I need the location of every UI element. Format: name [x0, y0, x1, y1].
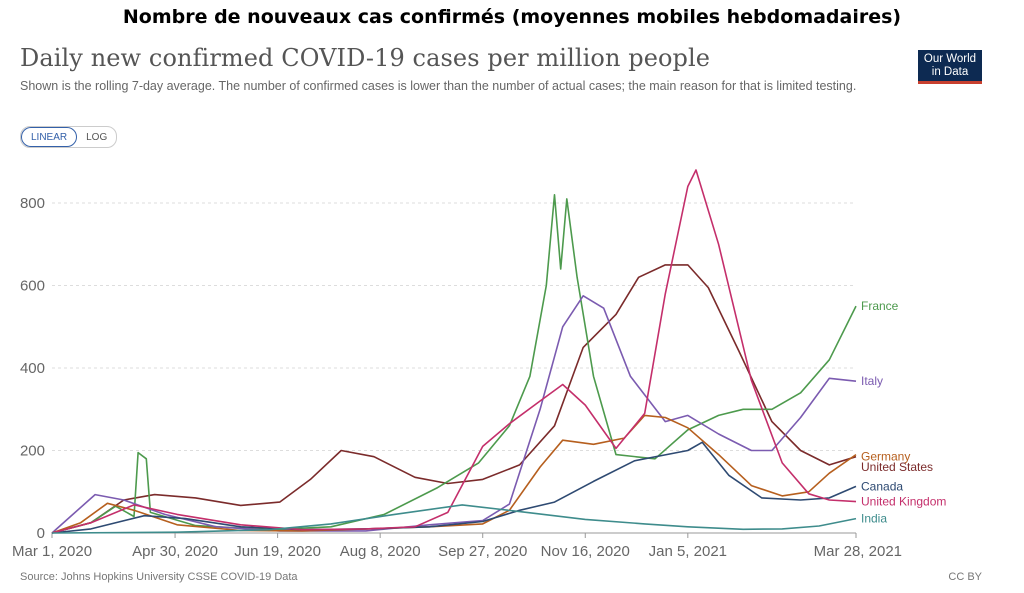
series-line-germany[interactable] — [51, 414, 857, 534]
logo-line-1: Our World — [923, 53, 977, 65]
source-note[interactable]: Source: Johns Hopkins University CSSE CO… — [20, 571, 298, 583]
linear-scale-button[interactable]: LINEAR — [21, 127, 78, 147]
series-label-italy[interactable]: Italy — [861, 374, 883, 388]
series-line-india[interactable] — [51, 504, 857, 534]
y-tick-label: 0 — [37, 525, 45, 542]
y-tick-label: 800 — [20, 195, 45, 212]
x-tick-label: Nov 16, 2020 — [541, 543, 630, 560]
y-tick-label: 200 — [20, 443, 45, 460]
x-tick-label: Jun 19, 2020 — [234, 543, 321, 560]
license-link[interactable]: CC BY — [948, 571, 982, 583]
series-line-canada[interactable] — [51, 441, 857, 534]
chart-subtitle: Shown is the rolling 7-day average. The … — [20, 79, 857, 93]
series-line-united-states[interactable] — [51, 264, 857, 534]
y-axis: 0 200 400 600 800 — [20, 195, 45, 542]
series-label-france[interactable]: France — [861, 299, 899, 313]
scale-toggle: LINEAR LOG — [20, 126, 118, 148]
logo-line-2: in Data — [931, 66, 969, 78]
series-labels: United States France Italy Germany Canada Uni… — [861, 299, 946, 525]
series-label-united-kingdom[interactable]: United Kingdom — [861, 495, 946, 509]
series-line-france[interactable] — [51, 194, 857, 534]
banner-title: Nombre de nouveaux cas confirmés (moyenn… — [122, 6, 902, 28]
series-label-united-states[interactable]: United States — [861, 460, 933, 474]
x-tick-label: Mar 1, 2020 — [12, 543, 92, 560]
series-lines — [51, 169, 857, 534]
x-tick-label: Mar 28, 2021 — [814, 543, 902, 560]
y-tick-label: 600 — [20, 278, 45, 295]
series-label-canada[interactable]: Canada — [861, 479, 903, 493]
grid — [52, 202, 856, 534]
x-axis: Mar 1, 2020 Apr 30, 2020 Jun 19, 2020 Aug 8… — [12, 533, 902, 560]
series-line-italy[interactable] — [51, 295, 857, 534]
x-tick-label: Jan 5, 2021 — [649, 543, 727, 560]
chart-title: Daily new confirmed COVID-19 cases per m… — [20, 44, 711, 72]
series-label-india[interactable]: India — [861, 512, 887, 526]
series-line-united-kingdom[interactable] — [51, 169, 857, 534]
owid-logo[interactable]: Our World in Data — [918, 50, 982, 84]
log-scale-button[interactable]: LOG — [86, 131, 108, 143]
y-tick-label: 400 — [20, 360, 45, 377]
x-tick-label: Sep 27, 2020 — [438, 543, 527, 560]
x-tick-label: Aug 8, 2020 — [340, 543, 421, 560]
x-tick-label: Apr 30, 2020 — [132, 543, 218, 560]
series-label-germany[interactable]: Germany — [861, 450, 910, 464]
